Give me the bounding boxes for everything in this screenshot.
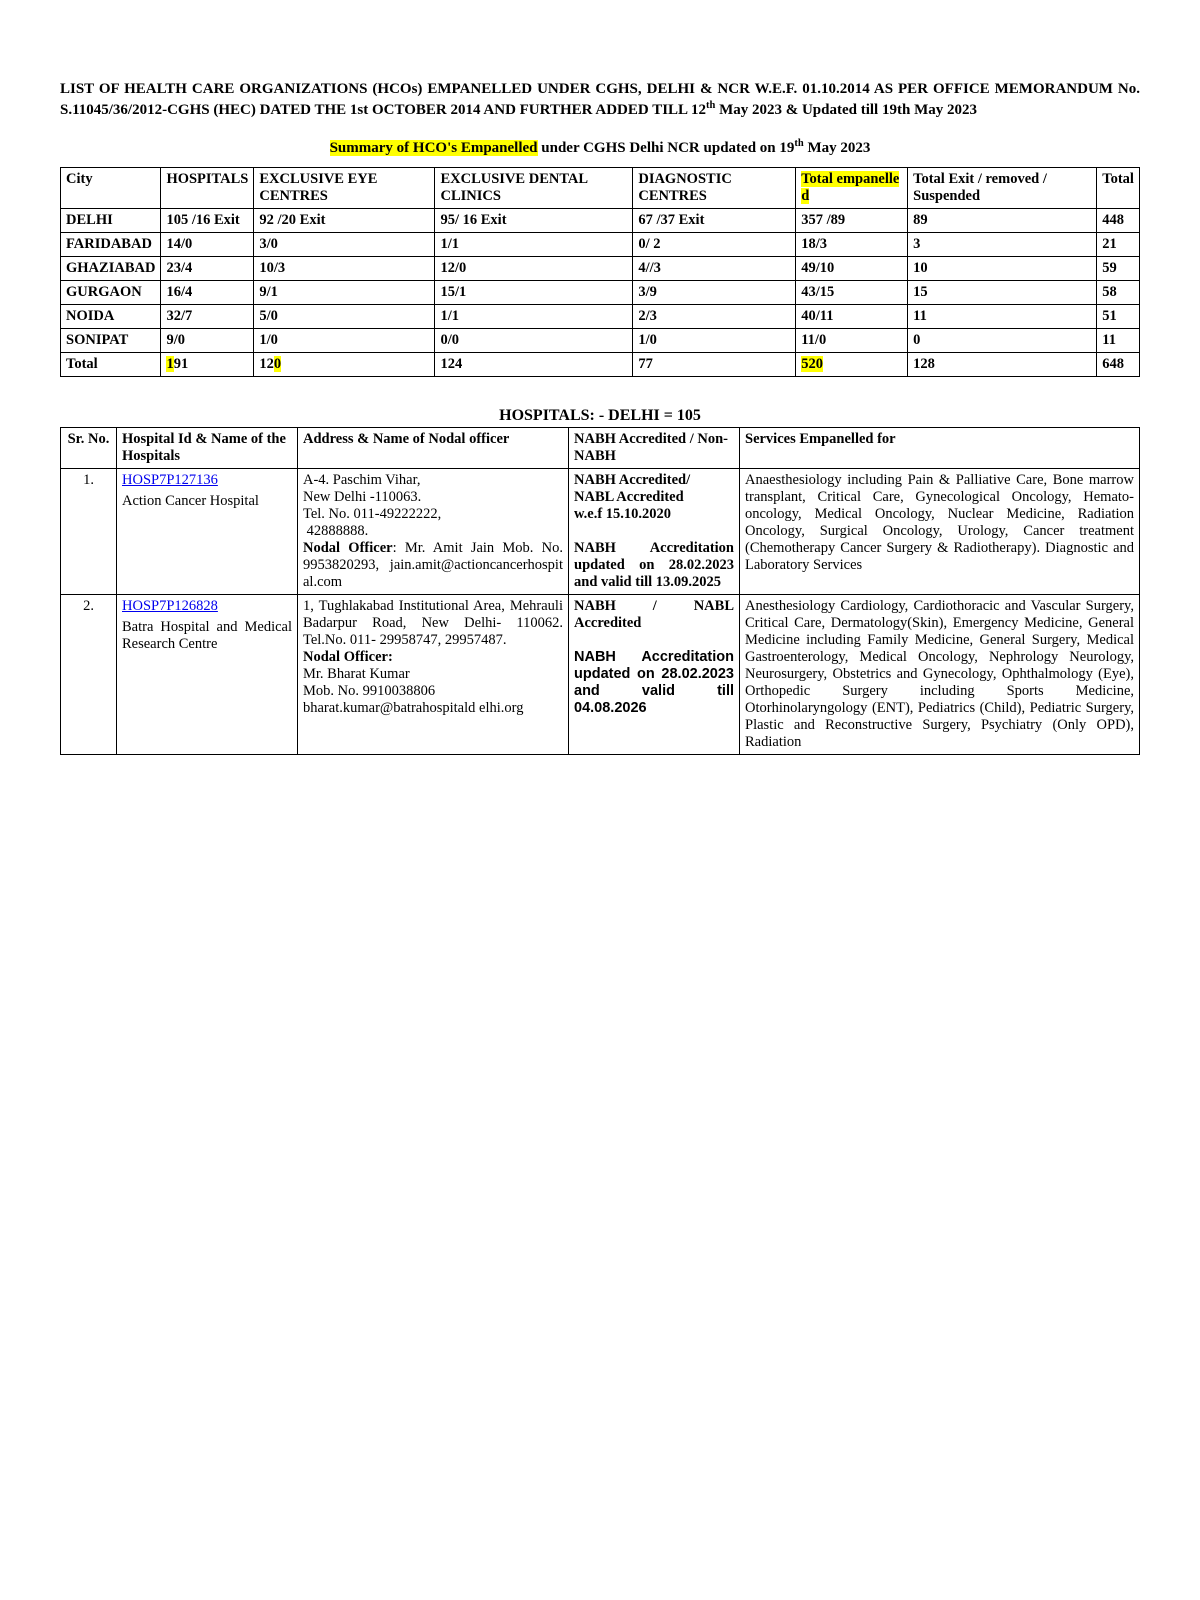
section-title: HOSPITALS: - DELHI = 105 — [60, 407, 1140, 425]
hospital-name: Batra Hospital and Medical Research Cent… — [122, 619, 292, 653]
summary-cell: 124 — [435, 352, 633, 376]
table-row: GHAZIABAD23/410/312/04//349/101059 — [61, 256, 1140, 280]
sr-no: 2. — [61, 594, 117, 754]
hospital-id-name: HOSP7P126828 Batra Hospital and Medical R… — [117, 594, 298, 754]
summary-cell: 1/0 — [633, 328, 796, 352]
hospital-id-link[interactable]: HOSP7P126828 — [122, 598, 218, 614]
summary-cell: 43/15 — [796, 280, 908, 304]
summary-cell: 3/0 — [254, 232, 435, 256]
summary-cell: 15 — [908, 280, 1097, 304]
page-title: LIST OF HEALTH CARE ORGANIZATIONS (HCOs)… — [60, 80, 1140, 120]
hospitals-table: Sr. No.Hospital Id & Name of the Hospita… — [60, 427, 1140, 755]
summary-cell: 11/0 — [796, 328, 908, 352]
summary-cell: 0 — [908, 328, 1097, 352]
summary-cell: 77 — [633, 352, 796, 376]
hospital-header: NABH Accredited / Non-NABH — [569, 427, 740, 468]
hospital-header: Hospital Id & Name of the Hospitals — [117, 427, 298, 468]
summary-cell: 21 — [1097, 232, 1140, 256]
summary-cell: 1/1 — [435, 304, 633, 328]
summary-header: HOSPITALS — [161, 167, 254, 208]
table-row: GURGAON16/49/115/13/943/151558 — [61, 280, 1140, 304]
hospital-name: Action Cancer Hospital — [122, 493, 292, 510]
hospital-address: A-4. Paschim Vihar,New Delhi -110063.Tel… — [298, 468, 569, 594]
summary-header: Total Exit / removed / Suspended — [908, 167, 1097, 208]
summary-cell: 2/3 — [633, 304, 796, 328]
summary-cell: 58 — [1097, 280, 1140, 304]
summary-cell: 1/0 — [254, 328, 435, 352]
summary-cell: FARIDABAD — [61, 232, 161, 256]
hospital-id-name: HOSP7P127136 Action Cancer Hospital — [117, 468, 298, 594]
summary-cell: 120 — [254, 352, 435, 376]
summary-cell: 67 /37 Exit — [633, 208, 796, 232]
summary-cell: 40/11 — [796, 304, 908, 328]
summary-cell: 520 — [796, 352, 908, 376]
summary-header: DIAGNOSTIC CENTRES — [633, 167, 796, 208]
table-row-total: Total19112012477520128648 — [61, 352, 1140, 376]
summary-cell: 51 — [1097, 304, 1140, 328]
summary-cell: 448 — [1097, 208, 1140, 232]
summary-cell: GURGAON — [61, 280, 161, 304]
summary-cell: 32/7 — [161, 304, 254, 328]
summary-header: EXCLUSIVE DENTAL CLINICS — [435, 167, 633, 208]
summary-cell: 128 — [908, 352, 1097, 376]
hospital-services: Anaesthesiology including Pain & Palliat… — [740, 468, 1140, 594]
summary-cell: 105 /16 Exit — [161, 208, 254, 232]
summary-cell: 1/1 — [435, 232, 633, 256]
summary-subtitle: Summary of HCO's Empanelled under CGHS D… — [60, 138, 1140, 157]
hospital-nabh: NABH / NABL AccreditedNABH Accreditation… — [569, 594, 740, 754]
summary-cell: 11 — [908, 304, 1097, 328]
hospital-nabh: NABH Accredited/NABL Accreditedw.e.f 15.… — [569, 468, 740, 594]
summary-header: Total — [1097, 167, 1140, 208]
summary-cell: 191 — [161, 352, 254, 376]
table-row: FARIDABAD14/03/01/10/ 218/3321 — [61, 232, 1140, 256]
summary-cell: 11 — [1097, 328, 1140, 352]
summary-cell: 4//3 — [633, 256, 796, 280]
sr-no: 1. — [61, 468, 117, 594]
hospital-header: Services Empanelled for — [740, 427, 1140, 468]
hospital-address: 1, Tughlakabad Institutional Area, Mehra… — [298, 594, 569, 754]
summary-cell: 15/1 — [435, 280, 633, 304]
summary-cell: 14/0 — [161, 232, 254, 256]
summary-cell: 3/9 — [633, 280, 796, 304]
summary-cell: 92 /20 Exit — [254, 208, 435, 232]
table-row: NOIDA32/75/01/12/340/111151 — [61, 304, 1140, 328]
summary-cell: GHAZIABAD — [61, 256, 161, 280]
summary-table: CityHOSPITALSEXCLUSIVE EYE CENTRESEXCLUS… — [60, 167, 1140, 377]
summary-header: EXCLUSIVE EYE CENTRES — [254, 167, 435, 208]
summary-cell: 59 — [1097, 256, 1140, 280]
summary-cell: 89 — [908, 208, 1097, 232]
summary-header: City — [61, 167, 161, 208]
summary-header: Total empanelle d — [796, 167, 908, 208]
summary-cell: 95/ 16 Exit — [435, 208, 633, 232]
summary-cell: 49/10 — [796, 256, 908, 280]
summary-cell: Total — [61, 352, 161, 376]
summary-cell: 10 — [908, 256, 1097, 280]
summary-cell: 648 — [1097, 352, 1140, 376]
summary-cell: 12/0 — [435, 256, 633, 280]
summary-cell: NOIDA — [61, 304, 161, 328]
summary-cell: 9/1 — [254, 280, 435, 304]
table-row: SONIPAT9/01/00/01/011/0011 — [61, 328, 1140, 352]
summary-cell: 9/0 — [161, 328, 254, 352]
summary-cell: DELHI — [61, 208, 161, 232]
table-row: 1. HOSP7P127136 Action Cancer Hospital A-4.… — [61, 468, 1140, 594]
summary-cell: 10/3 — [254, 256, 435, 280]
table-row: 2. HOSP7P126828 Batra Hospital and Medical… — [61, 594, 1140, 754]
hospital-id-link[interactable]: HOSP7P127136 — [122, 472, 218, 488]
summary-cell: 357 /89 — [796, 208, 908, 232]
summary-cell: 3 — [908, 232, 1097, 256]
hospital-services: Anesthesiology Cardiology, Cardiothoraci… — [740, 594, 1140, 754]
summary-cell: SONIPAT — [61, 328, 161, 352]
summary-cell: 23/4 — [161, 256, 254, 280]
summary-cell: 5/0 — [254, 304, 435, 328]
summary-cell: 16/4 — [161, 280, 254, 304]
hospital-header: Sr. No. — [61, 427, 117, 468]
summary-cell: 0/ 2 — [633, 232, 796, 256]
summary-cell: 0/0 — [435, 328, 633, 352]
summary-cell: 18/3 — [796, 232, 908, 256]
table-row: DELHI105 /16 Exit92 /20 Exit95/ 16 Exit6… — [61, 208, 1140, 232]
hospital-header: Address & Name of Nodal officer — [298, 427, 569, 468]
